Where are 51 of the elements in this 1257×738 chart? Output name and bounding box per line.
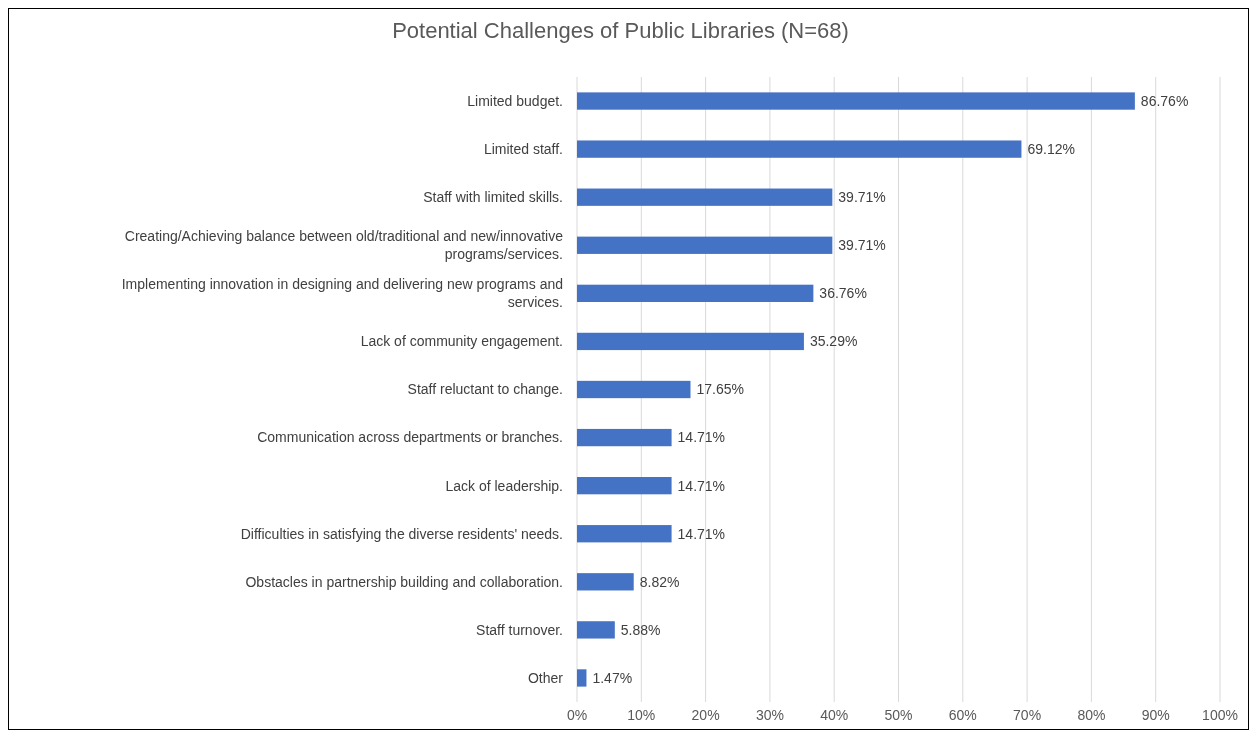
data-label: 14.71% — [677, 525, 726, 542]
y-tick-label: Staff reluctant to change. — [407, 381, 563, 398]
x-tick-label: 10% — [627, 707, 656, 723]
x-tick-label: 50% — [884, 707, 913, 723]
y-tick-label: Obstacles in partnership building and collaboration. — [245, 573, 563, 590]
y-tick-label: Staff with limited skills. — [423, 189, 563, 206]
bar — [577, 92, 1135, 110]
data-label: 39.71% — [838, 237, 886, 254]
bar — [577, 188, 833, 206]
data-label: 86.76% — [1140, 92, 1189, 109]
bar — [577, 284, 814, 302]
data-label: 69.12% — [1027, 141, 1075, 158]
y-tick-label: Lack of community engagement. — [360, 333, 563, 350]
y-tick-label: Staff turnover. — [476, 621, 563, 638]
bar — [577, 477, 672, 495]
bar — [577, 525, 672, 543]
bar — [577, 332, 804, 351]
y-tick-label: Difficulties in satisfying the diverse residents' needs. — [240, 525, 563, 542]
data-label: 1.47% — [592, 669, 633, 686]
y-tick-label: Implementing innovation in designing and delivering new programs and services. — [121, 276, 563, 311]
x-tick-label: 20% — [691, 707, 720, 723]
bar — [577, 573, 634, 591]
y-tick-label: Other — [527, 669, 564, 686]
y-tick-label: Communication across departments or branches. — [257, 429, 563, 446]
data-label: 39.71% — [838, 189, 886, 206]
bar — [577, 140, 1022, 158]
bar — [577, 236, 833, 254]
x-tick-label: 80% — [1077, 707, 1106, 723]
y-tick-label: Limited budget. — [467, 92, 563, 109]
data-label: 8.82% — [639, 573, 680, 590]
bar — [577, 428, 672, 447]
y-tick-label: Lack of leadership. — [445, 477, 563, 494]
x-tick-label: 40% — [820, 707, 849, 723]
y-tick-label: Creating/Achieving balance between old/traditional and new/innovative programs/services. — [124, 228, 564, 263]
x-tick-label: 30% — [755, 707, 784, 723]
x-tick-label: 0% — [566, 707, 588, 723]
x-tick-label: 90% — [1141, 707, 1170, 723]
data-label: 14.71% — [677, 477, 726, 494]
bar — [577, 621, 615, 639]
y-tick-label: Limited staff. — [483, 141, 563, 158]
chart-title: Potential Challenges of Public Libraries (N=68) — [392, 18, 849, 43]
data-label: 17.65% — [696, 381, 744, 398]
x-tick-label: 60% — [948, 707, 977, 723]
x-tick-label: 100% — [1202, 707, 1238, 723]
bar — [577, 380, 691, 399]
bar — [577, 669, 587, 687]
x-tick-label: 70% — [1013, 707, 1042, 723]
data-label: 35.29% — [809, 333, 858, 350]
data-label: 5.88% — [620, 621, 661, 638]
data-label: 14.71% — [677, 429, 726, 446]
data-label: 36.76% — [819, 285, 867, 302]
